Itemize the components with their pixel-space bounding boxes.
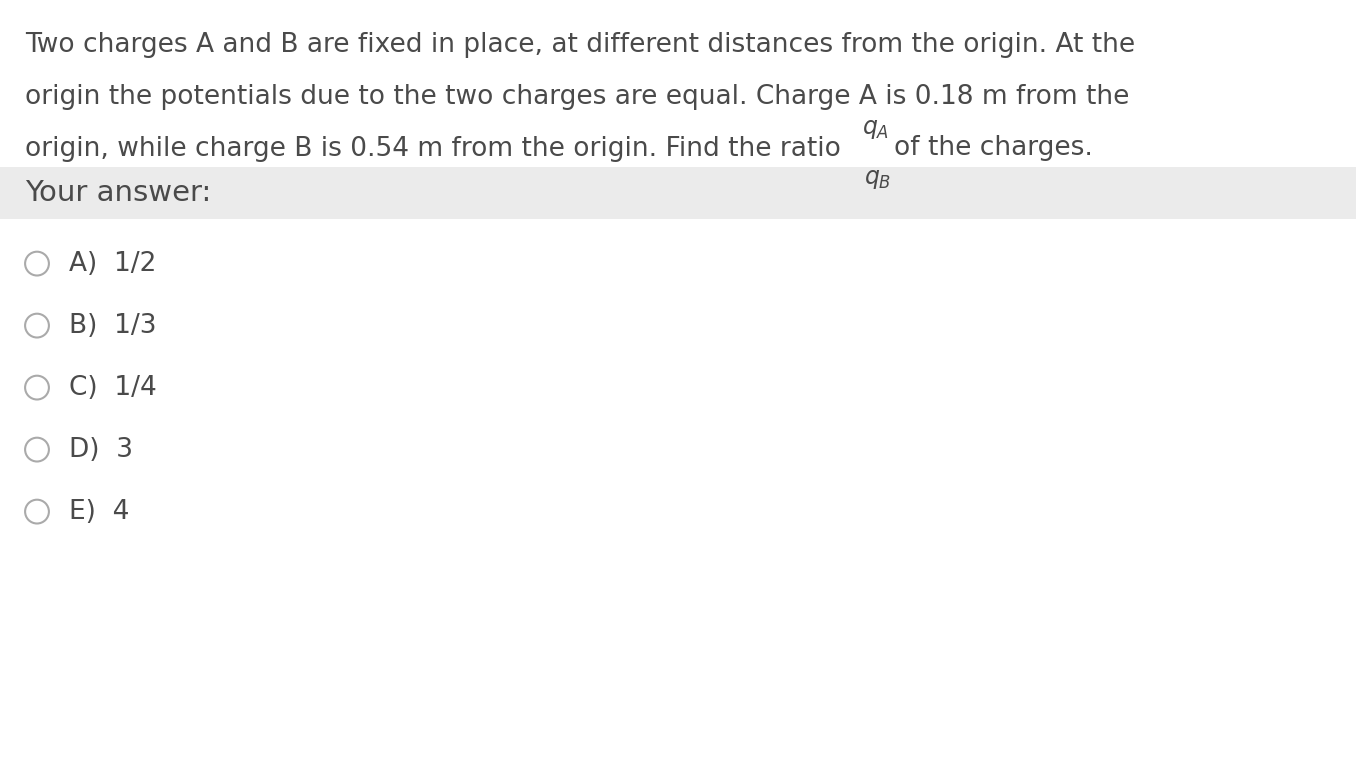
Text: D)  3: D) 3 xyxy=(69,437,133,463)
Text: C)  1/4: C) 1/4 xyxy=(69,375,157,401)
Text: Your answer:: Your answer: xyxy=(24,178,212,207)
Text: A)  1/2: A) 1/2 xyxy=(69,250,156,277)
Text: of the charges.: of the charges. xyxy=(894,135,1093,161)
Text: $q_B$: $q_B$ xyxy=(864,167,891,191)
Text: Two charges A and B are fixed in place, at different distances from the origin. : Two charges A and B are fixed in place, … xyxy=(24,32,1135,58)
Text: origin, while charge B is 0.54 m from the origin. Find the ratio: origin, while charge B is 0.54 m from th… xyxy=(24,136,841,162)
Text: $q_A$: $q_A$ xyxy=(862,117,890,141)
Text: B)  1/3: B) 1/3 xyxy=(69,313,156,339)
Text: origin the potentials due to the two charges are equal. Charge A is 0.18 m from : origin the potentials due to the two cha… xyxy=(24,84,1130,110)
Text: E)  4: E) 4 xyxy=(69,499,129,525)
